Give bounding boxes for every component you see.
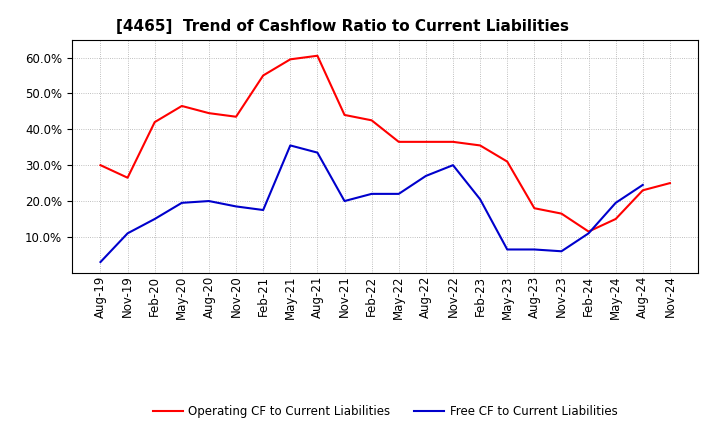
Operating CF to Current Liabilities: [503, 159, 511, 164]
Operating CF to Current Liabilities: [665, 180, 674, 186]
Operating CF to Current Liabilities: [286, 57, 294, 62]
Operating CF to Current Liabilities: [178, 103, 186, 109]
Operating CF to Current Liabilities: [150, 120, 159, 125]
Text: [4465]  Trend of Cashflow Ratio to Current Liabilities: [4465] Trend of Cashflow Ratio to Curren…: [116, 19, 569, 34]
Free CF to Current Liabilities: [530, 247, 539, 252]
Line: Free CF to Current Liabilities: Free CF to Current Liabilities: [101, 146, 643, 262]
Free CF to Current Liabilities: [557, 249, 566, 254]
Operating CF to Current Liabilities: [232, 114, 240, 119]
Operating CF to Current Liabilities: [395, 139, 403, 144]
Operating CF to Current Liabilities: [259, 73, 268, 78]
Free CF to Current Liabilities: [341, 198, 349, 204]
Operating CF to Current Liabilities: [123, 175, 132, 180]
Operating CF to Current Liabilities: [449, 139, 457, 144]
Free CF to Current Liabilities: [421, 173, 430, 179]
Free CF to Current Liabilities: [639, 182, 647, 187]
Free CF to Current Liabilities: [313, 150, 322, 155]
Free CF to Current Liabilities: [232, 204, 240, 209]
Operating CF to Current Liabilities: [421, 139, 430, 144]
Operating CF to Current Liabilities: [639, 187, 647, 193]
Free CF to Current Liabilities: [123, 231, 132, 236]
Line: Operating CF to Current Liabilities: Operating CF to Current Liabilities: [101, 56, 670, 231]
Free CF to Current Liabilities: [476, 197, 485, 202]
Free CF to Current Liabilities: [150, 216, 159, 222]
Free CF to Current Liabilities: [204, 198, 213, 204]
Free CF to Current Liabilities: [395, 191, 403, 197]
Operating CF to Current Liabilities: [341, 112, 349, 117]
Free CF to Current Liabilities: [503, 247, 511, 252]
Operating CF to Current Liabilities: [96, 162, 105, 168]
Operating CF to Current Liabilities: [476, 143, 485, 148]
Free CF to Current Liabilities: [96, 260, 105, 265]
Legend: Operating CF to Current Liabilities, Free CF to Current Liabilities: Operating CF to Current Liabilities, Fre…: [148, 400, 622, 422]
Free CF to Current Liabilities: [449, 162, 457, 168]
Operating CF to Current Liabilities: [204, 110, 213, 116]
Operating CF to Current Liabilities: [530, 205, 539, 211]
Free CF to Current Liabilities: [286, 143, 294, 148]
Free CF to Current Liabilities: [178, 200, 186, 205]
Operating CF to Current Liabilities: [367, 117, 376, 123]
Operating CF to Current Liabilities: [584, 229, 593, 234]
Operating CF to Current Liabilities: [313, 53, 322, 59]
Free CF to Current Liabilities: [611, 200, 620, 205]
Operating CF to Current Liabilities: [557, 211, 566, 216]
Free CF to Current Liabilities: [584, 231, 593, 236]
Free CF to Current Liabilities: [367, 191, 376, 197]
Operating CF to Current Liabilities: [611, 216, 620, 222]
Free CF to Current Liabilities: [259, 207, 268, 213]
